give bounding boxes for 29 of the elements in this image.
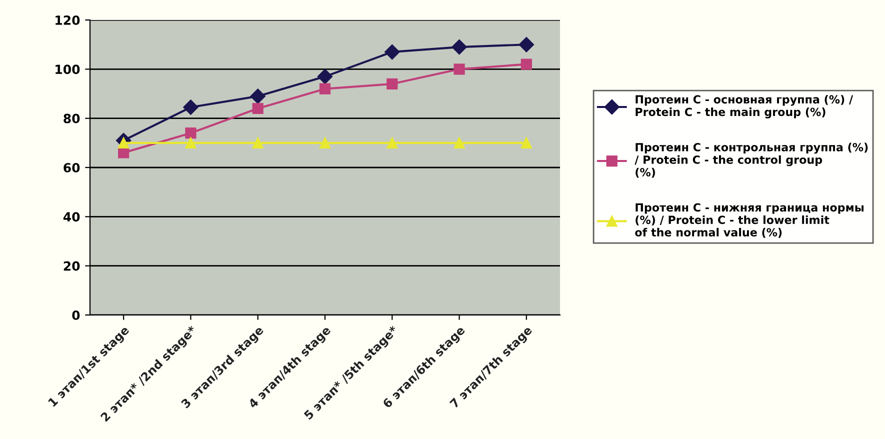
point (118, 147, 130, 158)
point (386, 78, 398, 90)
point (454, 64, 465, 75)
point (319, 137, 331, 148)
point (452, 39, 467, 55)
point (319, 83, 331, 94)
y-tick-label: 100 (56, 64, 80, 74)
y-tick-label: 80 (64, 114, 80, 124)
point (185, 128, 196, 139)
point (183, 100, 198, 115)
point (386, 137, 398, 148)
y-tick-label: 60 (64, 162, 80, 172)
point (520, 137, 532, 148)
y-tick-label: 0 (72, 310, 80, 320)
y-tick-label: 40 (63, 212, 80, 222)
point (520, 58, 532, 70)
point (454, 137, 465, 148)
point (250, 88, 266, 104)
y-tick-label: 20 (64, 261, 80, 271)
legend-label: Протеин С - контрольная группа (%) / Protein C - the control group (%) (634, 142, 868, 178)
point (185, 137, 196, 148)
point (252, 137, 264, 148)
point (384, 44, 400, 60)
point (518, 37, 534, 52)
legend-label: Протеин С - нижняя граница нормы (%) / Protein C - the lower limit of the normal value (%) (635, 203, 864, 238)
y-tick-label: 120 (56, 15, 80, 25)
legend-label: Протеин С - основная группа (%) / Protein C - the main group (%) (636, 94, 854, 118)
point (317, 68, 333, 84)
point (252, 102, 264, 114)
